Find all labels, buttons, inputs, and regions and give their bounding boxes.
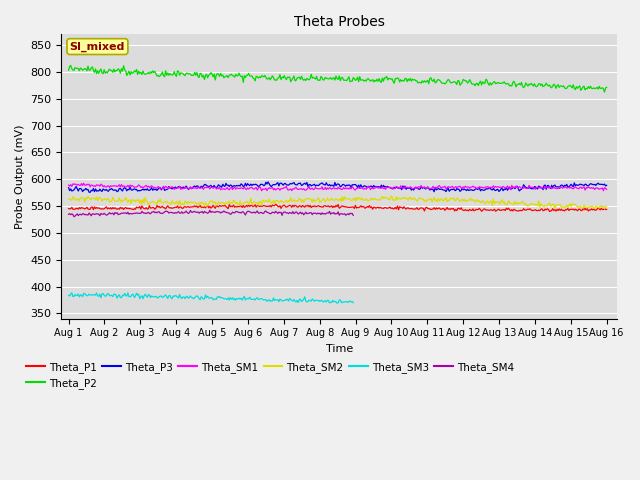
Theta_P1: [507, 208, 515, 214]
Text: SI_mixed: SI_mixed: [70, 41, 125, 52]
Theta_P2: [507, 83, 515, 88]
Theta_SM3: [191, 295, 198, 300]
Theta_P2: [65, 67, 72, 73]
Theta_P1: [386, 204, 394, 210]
Theta_SM4: [331, 211, 339, 217]
Theta_SM4: [284, 210, 291, 216]
Theta_SM3: [180, 294, 188, 300]
Line: Theta_P2: Theta_P2: [68, 65, 607, 92]
Theta_SM4: [191, 209, 198, 215]
Theta_SM2: [387, 193, 395, 199]
Theta_SM1: [358, 185, 365, 191]
Theta_P1: [592, 207, 600, 213]
Theta_P2: [357, 77, 365, 83]
Theta_SM1: [592, 185, 600, 191]
Theta_SM4: [70, 214, 78, 219]
Theta_P1: [603, 206, 611, 212]
Theta_SM4: [206, 207, 214, 213]
Theta_P2: [603, 84, 611, 90]
Theta_P2: [321, 75, 329, 81]
Line: Theta_SM1: Theta_SM1: [68, 183, 607, 191]
Theta_P3: [264, 179, 272, 185]
Theta_SM2: [601, 206, 609, 212]
Theta_P1: [324, 203, 332, 209]
Theta_SM4: [65, 211, 72, 217]
Theta_SM2: [324, 195, 332, 201]
Theta_P1: [357, 203, 365, 209]
Line: Theta_P3: Theta_P3: [68, 182, 607, 192]
Theta_SM3: [282, 297, 290, 302]
Theta_SM1: [326, 185, 333, 191]
Line: Theta_SM3: Theta_SM3: [68, 293, 353, 303]
Theta_SM1: [80, 180, 88, 186]
Theta_SM3: [333, 300, 341, 306]
Theta_SM1: [387, 184, 395, 190]
Title: Theta Probes: Theta Probes: [294, 15, 385, 29]
Legend: Theta_P1, Theta_P2, Theta_P3, Theta_SM1, Theta_SM2, Theta_SM3, Theta_SM4: Theta_P1, Theta_P2, Theta_P3, Theta_SM1,…: [22, 358, 518, 393]
Theta_P3: [603, 182, 611, 188]
Theta_SM2: [356, 195, 364, 201]
Theta_P2: [386, 75, 394, 81]
Theta_P1: [65, 206, 72, 212]
Theta_SM2: [320, 196, 328, 202]
Theta_SM3: [239, 295, 247, 301]
X-axis label: Time: Time: [326, 344, 353, 354]
Theta_SM3: [349, 300, 357, 306]
Theta_P3: [323, 180, 330, 186]
Theta_P2: [591, 86, 598, 92]
Theta_SM3: [68, 290, 76, 296]
Theta_SM3: [65, 292, 72, 298]
Theta_SM2: [603, 203, 611, 209]
Y-axis label: Probe Output (mV): Probe Output (mV): [15, 124, 25, 229]
Line: Theta_SM2: Theta_SM2: [68, 196, 607, 209]
Theta_SM1: [258, 188, 266, 193]
Theta_SM1: [508, 182, 516, 188]
Line: Theta_SM4: Theta_SM4: [68, 210, 353, 216]
Theta_SM4: [241, 210, 248, 216]
Theta_P3: [86, 190, 94, 195]
Theta_P2: [601, 89, 609, 95]
Theta_SM1: [323, 187, 330, 192]
Theta_SM2: [65, 196, 72, 202]
Theta_P3: [508, 186, 516, 192]
Theta_P3: [358, 184, 365, 190]
Theta_SM3: [334, 300, 342, 306]
Theta_P1: [321, 203, 329, 209]
Line: Theta_P1: Theta_P1: [68, 204, 607, 212]
Theta_P3: [65, 185, 72, 191]
Theta_SM1: [65, 182, 72, 188]
Theta_P2: [67, 62, 75, 68]
Theta_P3: [387, 185, 395, 191]
Theta_SM4: [180, 210, 188, 216]
Theta_SM4: [334, 209, 342, 215]
Theta_SM4: [349, 213, 357, 218]
Theta_SM1: [603, 186, 611, 192]
Theta_SM2: [385, 197, 393, 203]
Theta_SM2: [591, 205, 598, 211]
Theta_P1: [546, 209, 554, 215]
Theta_P1: [272, 201, 280, 207]
Theta_P3: [326, 181, 333, 187]
Theta_SM2: [507, 200, 515, 206]
Theta_SM3: [330, 299, 338, 305]
Theta_P3: [592, 182, 600, 188]
Theta_P2: [324, 76, 332, 82]
